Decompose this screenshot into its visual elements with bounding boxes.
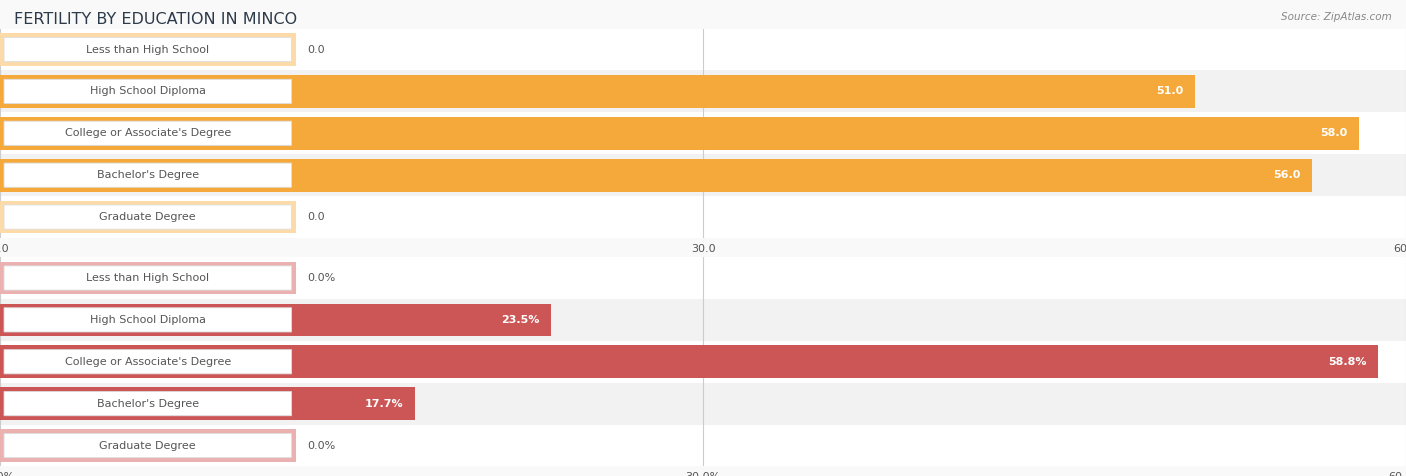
FancyBboxPatch shape <box>4 121 291 145</box>
Text: Graduate Degree: Graduate Degree <box>100 440 195 451</box>
Text: Source: ZipAtlas.com: Source: ZipAtlas.com <box>1281 12 1392 22</box>
Bar <box>0 299 1406 341</box>
Text: 51.0: 51.0 <box>1157 86 1184 97</box>
Text: College or Associate's Degree: College or Associate's Degree <box>65 357 231 367</box>
Bar <box>0 346 1378 378</box>
Bar <box>0 29 1406 70</box>
Bar <box>0 159 1312 191</box>
FancyBboxPatch shape <box>4 350 291 374</box>
FancyBboxPatch shape <box>4 163 291 187</box>
Text: 0.0%: 0.0% <box>308 273 336 283</box>
FancyBboxPatch shape <box>4 79 291 103</box>
Text: 0.0%: 0.0% <box>308 440 336 451</box>
Bar <box>0 257 1406 299</box>
Bar <box>0 425 1406 466</box>
Text: College or Associate's Degree: College or Associate's Degree <box>65 128 231 139</box>
Bar <box>0 304 551 336</box>
Text: 17.7%: 17.7% <box>366 398 404 409</box>
Text: Less than High School: Less than High School <box>86 44 209 55</box>
Bar <box>0 112 1406 154</box>
Bar <box>0 383 1406 425</box>
Text: Less than High School: Less than High School <box>86 273 209 283</box>
FancyBboxPatch shape <box>4 434 291 457</box>
FancyBboxPatch shape <box>4 205 291 229</box>
Text: High School Diploma: High School Diploma <box>90 86 205 97</box>
Text: High School Diploma: High School Diploma <box>90 315 205 325</box>
Text: 0.0: 0.0 <box>308 44 325 55</box>
FancyBboxPatch shape <box>4 266 291 290</box>
Bar <box>0 117 1360 149</box>
FancyBboxPatch shape <box>4 308 291 332</box>
Bar <box>0 262 297 294</box>
Bar <box>0 201 297 233</box>
Text: 58.8%: 58.8% <box>1329 357 1367 367</box>
Bar <box>0 154 1406 196</box>
Bar <box>0 387 415 420</box>
Text: 0.0: 0.0 <box>308 212 325 222</box>
Text: FERTILITY BY EDUCATION IN MINCO: FERTILITY BY EDUCATION IN MINCO <box>14 12 297 27</box>
Bar <box>0 75 1195 108</box>
Text: 23.5%: 23.5% <box>501 315 540 325</box>
Bar <box>0 341 1406 383</box>
FancyBboxPatch shape <box>4 392 291 416</box>
Text: Bachelor's Degree: Bachelor's Degree <box>97 170 198 180</box>
FancyBboxPatch shape <box>4 38 291 61</box>
Bar <box>0 196 1406 238</box>
Bar <box>0 33 297 66</box>
Text: Graduate Degree: Graduate Degree <box>100 212 195 222</box>
Text: 58.0: 58.0 <box>1320 128 1348 139</box>
Text: 56.0: 56.0 <box>1274 170 1301 180</box>
Text: Bachelor's Degree: Bachelor's Degree <box>97 398 198 409</box>
Bar <box>0 70 1406 112</box>
Bar <box>0 429 297 462</box>
